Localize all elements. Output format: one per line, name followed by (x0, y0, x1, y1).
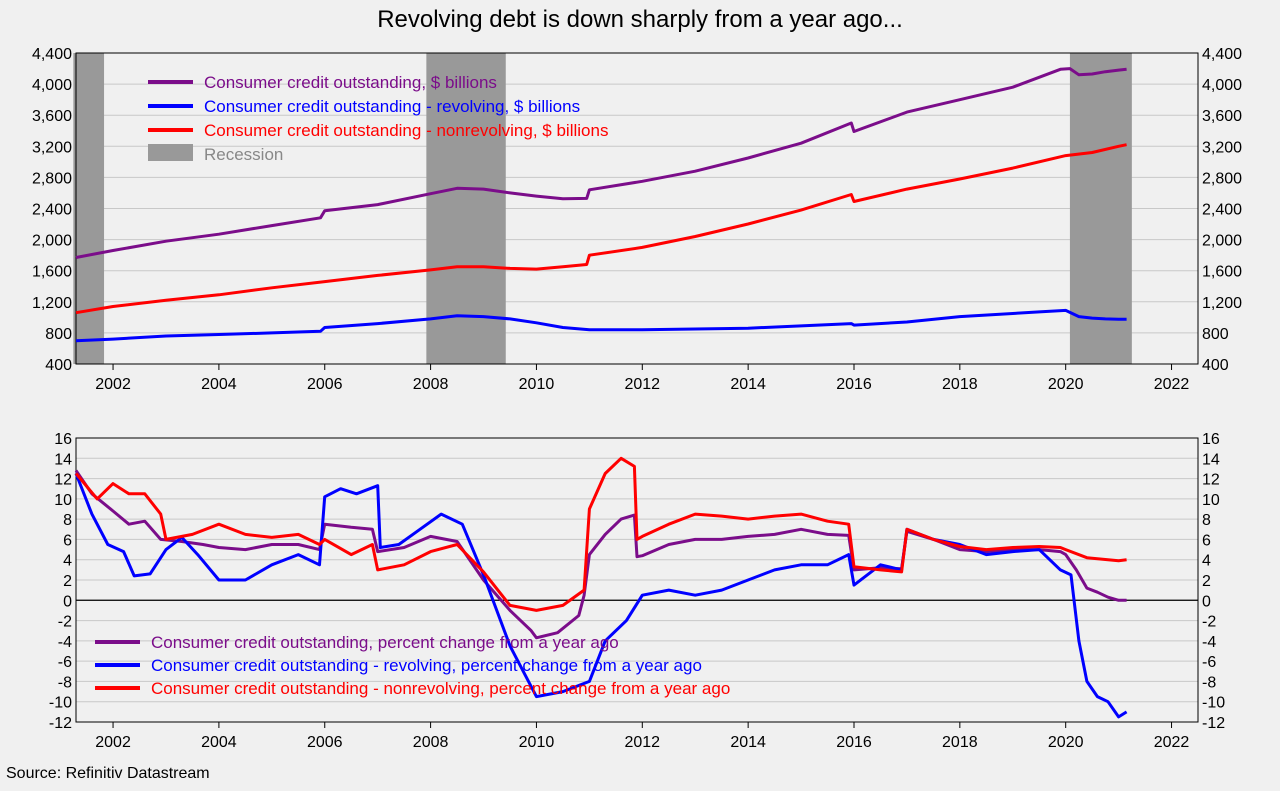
y-tick-label-left: 16 (54, 431, 72, 448)
x-tick-label: 2004 (201, 734, 237, 751)
chart-panel-1: 400 400 800 800 1,200 1,200 1,600 1,600 2,000 2,0… (32, 46, 1242, 393)
y-tick-label-left: 400 (45, 357, 72, 374)
legend-label-recession: Recession (204, 145, 283, 164)
y-tick-label-left: -4 (58, 634, 72, 651)
plot-frame (75, 52, 1199, 365)
x-tick-label: 2012 (624, 376, 660, 393)
legend-label-revolving: Consumer credit outstanding - revolving,… (204, 97, 580, 116)
x-tick-label: 2006 (307, 734, 343, 751)
chart-panel-2: -12 -12 -10 -10 -8 -8 -6 -6 -4 -4 -2 -2 0 0 2 2 4 4 6 6 8 8 10… (49, 431, 1225, 751)
x-tick-label: 2014 (730, 734, 766, 751)
x-tick-label: 2018 (942, 376, 978, 393)
y-tick-label-right: -12 (1202, 715, 1225, 732)
x-tick-label: 2006 (307, 376, 343, 393)
y-tick-label-left: -6 (58, 654, 72, 671)
legend-label-total: Consumer credit outstanding, percent cha… (151, 633, 619, 652)
legend-label-nonrevolving: Consumer credit outstanding - nonrevolvi… (151, 679, 730, 698)
y-tick-label-right: 2,800 (1202, 170, 1242, 187)
y-tick-label-left: -12 (49, 715, 72, 732)
y-tick-label-right: 16 (1202, 431, 1220, 448)
series-line-total (74, 469, 1127, 640)
y-tick-label-left: 3,600 (32, 108, 72, 125)
y-tick-label-right: 4,400 (1202, 46, 1242, 63)
series-line-revolving (75, 308, 1127, 343)
y-tick-label-right: 800 (1202, 326, 1229, 343)
x-tick-label: 2002 (95, 734, 131, 751)
y-tick-label-left: 4 (63, 553, 72, 570)
y-tick-label-right: 1,600 (1202, 264, 1242, 281)
x-tick-label: 2002 (95, 376, 131, 393)
series-line-nonrevolving (75, 143, 1127, 315)
y-tick-label-left: 3,200 (32, 139, 72, 156)
recession-band-3 (1069, 53, 1132, 364)
y-tick-label-right: 14 (1202, 451, 1220, 468)
x-tick-label: 2020 (1048, 734, 1084, 751)
x-tick-label: 2012 (624, 734, 660, 751)
y-tick-label-left: 8 (63, 512, 72, 529)
y-tick-label-left: 10 (54, 492, 72, 509)
x-tick-label: 2022 (1154, 734, 1190, 751)
y-tick-label-right: 2,000 (1202, 233, 1242, 250)
x-tick-label: 2020 (1048, 376, 1084, 393)
recession-band-2 (426, 53, 506, 364)
x-tick-label: 2014 (730, 376, 766, 393)
series-line-nonrevolving (74, 456, 1127, 612)
recession-band-1 (73, 53, 105, 364)
y-tick-label-right: -10 (1202, 695, 1225, 712)
y-tick-label-left: 4,000 (32, 77, 72, 94)
y-tick-label-left: 14 (54, 451, 72, 468)
source-note: Source: Refinitiv Datastream (6, 765, 210, 782)
x-tick-label: 2008 (413, 376, 449, 393)
x-tick-label: 2010 (519, 734, 555, 751)
legend-label-revolving: Consumer credit outstanding - revolving,… (151, 656, 702, 675)
y-tick-label-left: 6 (63, 532, 72, 549)
y-tick-label-left: 2 (63, 573, 72, 590)
y-tick-label-left: 4,400 (32, 46, 72, 63)
y-tick-label-left: 2,400 (32, 202, 72, 219)
y-tick-label-right: 1,200 (1202, 295, 1242, 312)
y-tick-label-right: 4 (1202, 553, 1211, 570)
y-tick-label-left: 12 (54, 472, 72, 489)
series-line-revolving (74, 472, 1128, 719)
x-tick-label: 2008 (413, 734, 449, 751)
legend-label-total: Consumer credit outstanding, $ billions (204, 73, 497, 92)
legend-label-nonrevolving: Consumer credit outstanding - nonrevolvi… (204, 121, 608, 140)
y-tick-label-left: 0 (63, 593, 72, 610)
x-tick-label: 2018 (942, 734, 978, 751)
x-tick-label: 2022 (1154, 376, 1190, 393)
y-tick-label-right: 10 (1202, 492, 1220, 509)
x-tick-label: 2004 (201, 376, 237, 393)
y-tick-label-left: -8 (58, 674, 72, 691)
y-tick-label-right: 3,600 (1202, 108, 1242, 125)
y-tick-label-right: -4 (1202, 634, 1216, 651)
series-line-total (75, 67, 1127, 259)
y-tick-label-right: 3,200 (1202, 139, 1242, 156)
legend-swatch-recession (148, 144, 193, 161)
y-tick-label-left: 2,000 (32, 233, 72, 250)
x-tick-label: 2016 (836, 376, 872, 393)
y-tick-label-right: 8 (1202, 512, 1211, 529)
y-tick-label-left: -2 (58, 614, 72, 631)
y-tick-label-left: -10 (49, 695, 72, 712)
y-tick-label-left: 1,600 (32, 264, 72, 281)
x-tick-label: 2016 (836, 734, 872, 751)
y-tick-label-left: 800 (45, 326, 72, 343)
x-tick-label: 2010 (519, 376, 555, 393)
chart-title: Revolving debt is down sharply from a ye… (377, 6, 903, 33)
plot-frame (75, 437, 1199, 723)
y-tick-label-right: -6 (1202, 654, 1216, 671)
y-tick-label-right: 400 (1202, 357, 1229, 374)
y-tick-label-right: 6 (1202, 532, 1211, 549)
y-tick-label-right: 4,000 (1202, 77, 1242, 94)
y-tick-label-right: 0 (1202, 593, 1211, 610)
y-tick-label-right: -2 (1202, 614, 1216, 631)
y-tick-label-right: 2,400 (1202, 202, 1242, 219)
y-tick-label-right: -8 (1202, 674, 1216, 691)
y-tick-label-right: 12 (1202, 472, 1220, 489)
y-tick-label-left: 2,800 (32, 170, 72, 187)
y-tick-label-left: 1,200 (32, 295, 72, 312)
y-tick-label-right: 2 (1202, 573, 1211, 590)
